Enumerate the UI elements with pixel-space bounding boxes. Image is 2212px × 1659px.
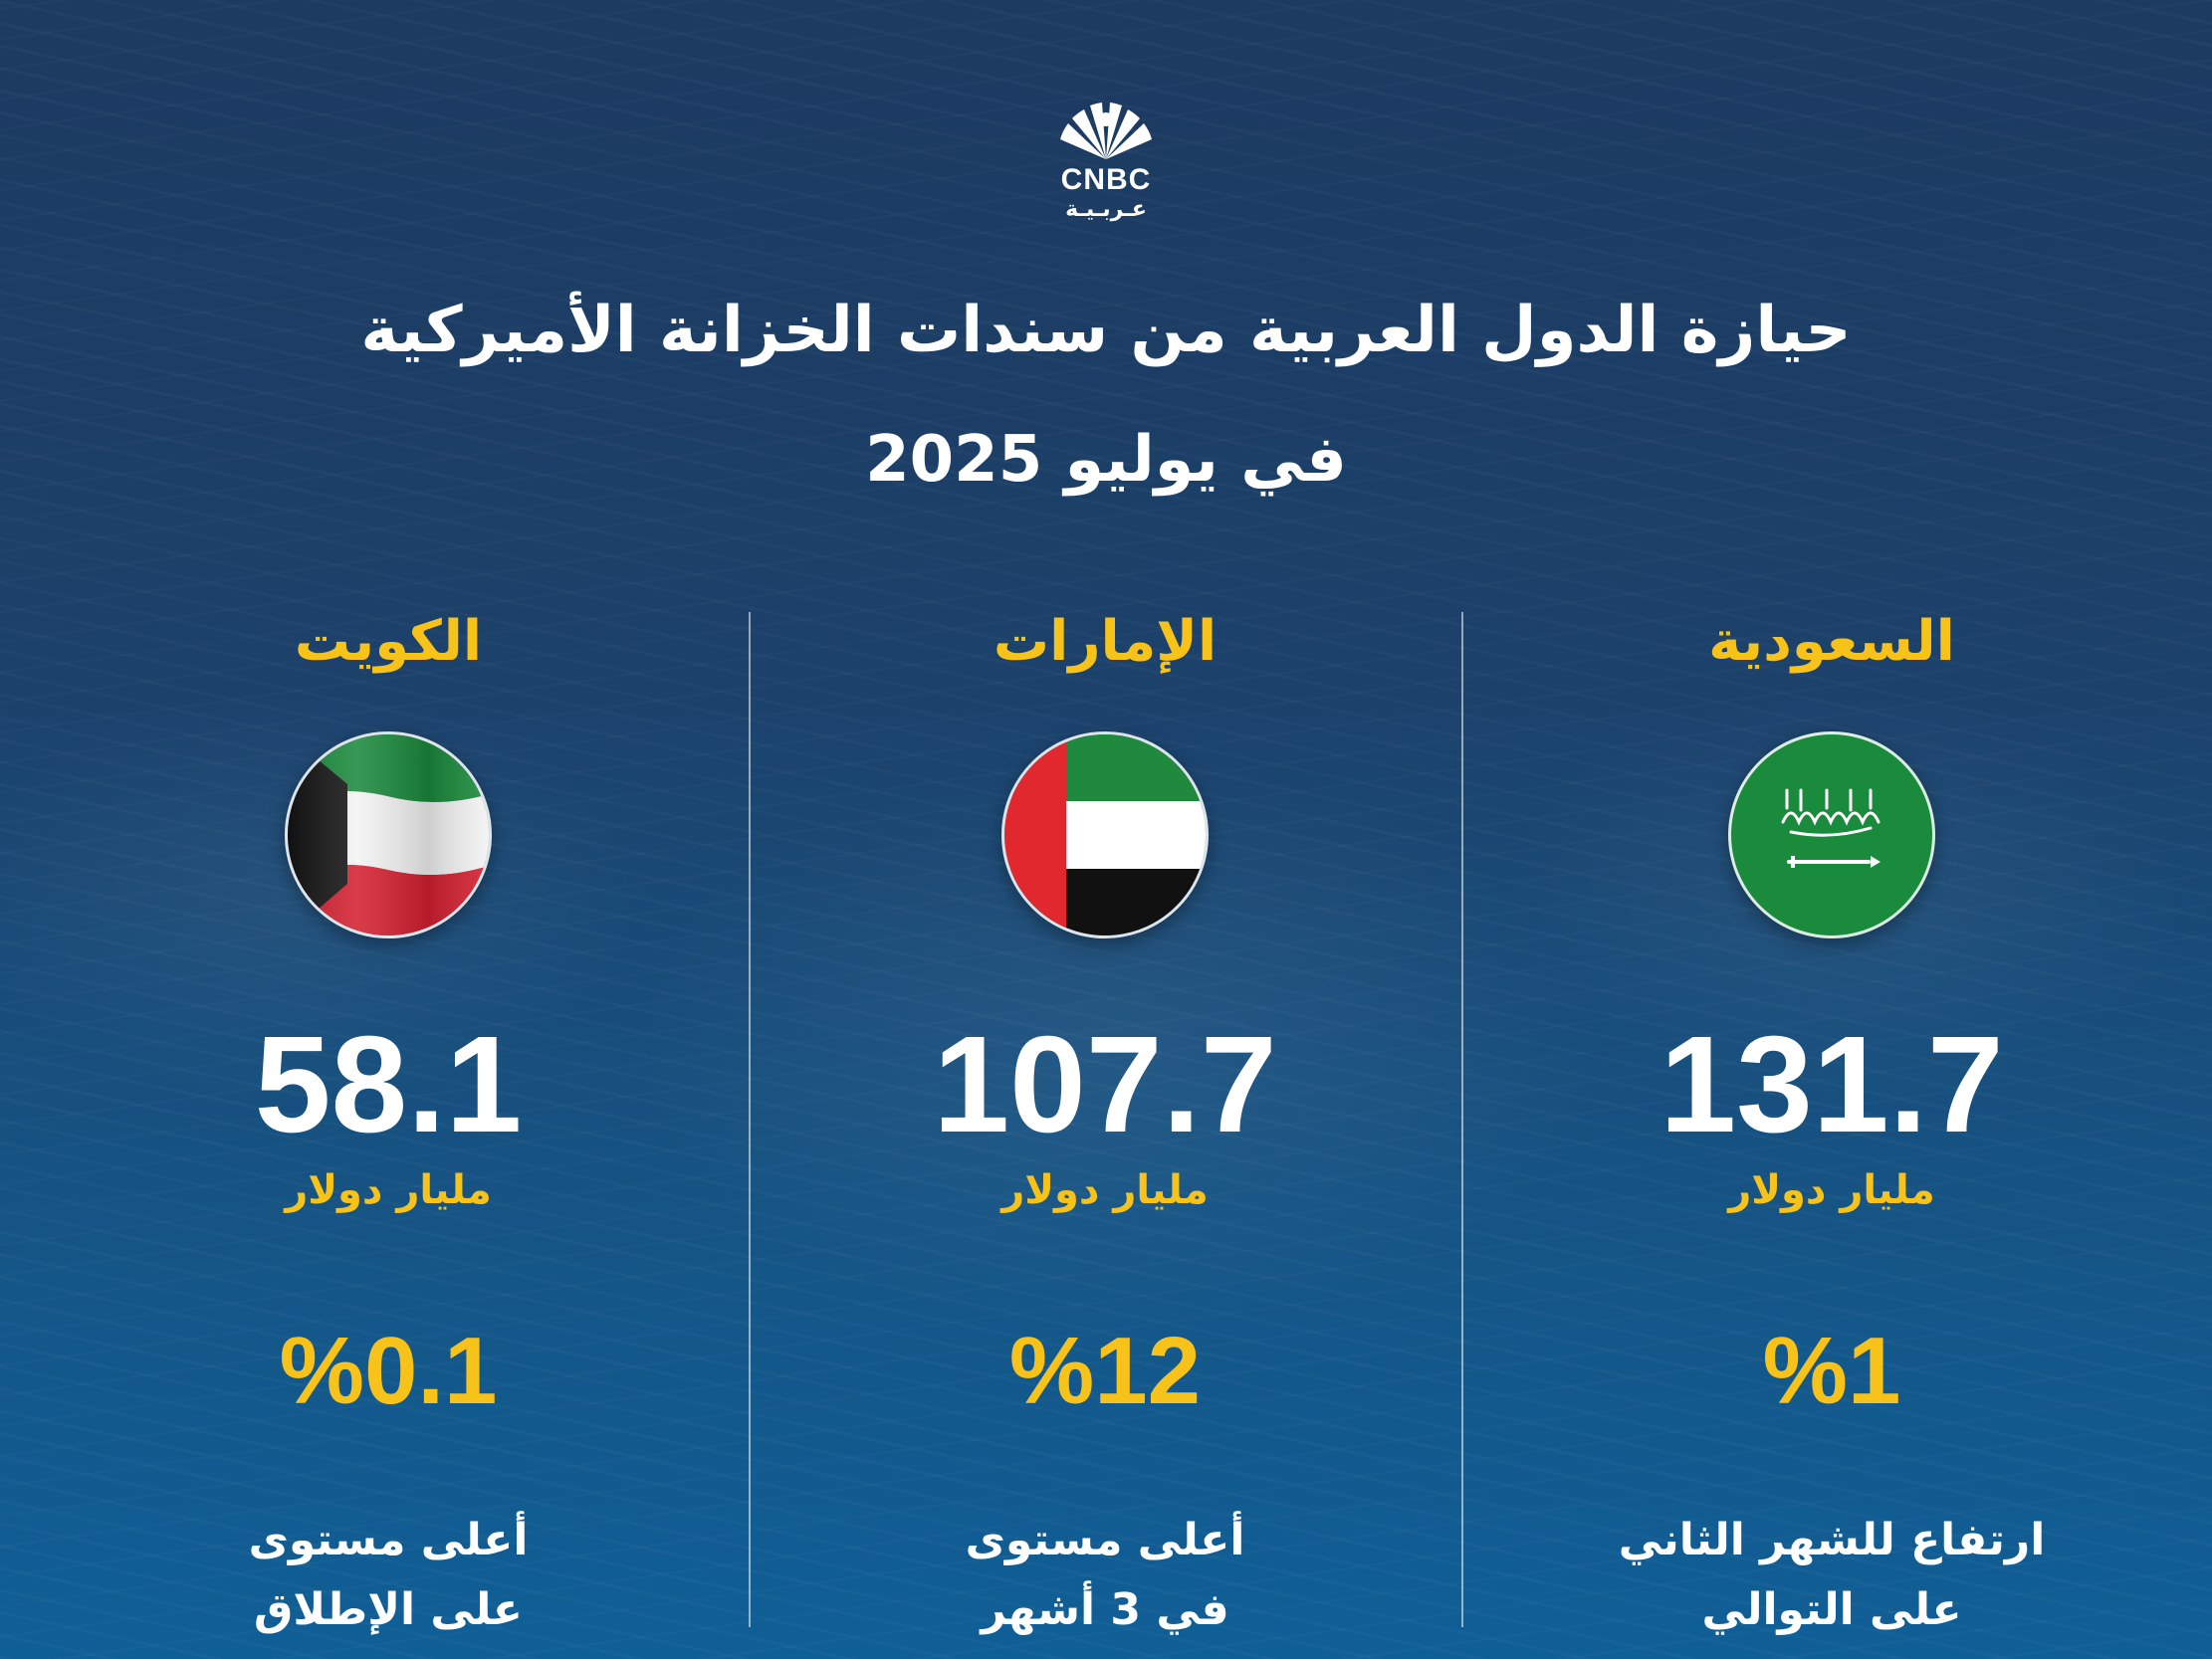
- country-column-kuwait: الكويت 58.1 مليار دولار %0.1 أعلى مستوى …: [80, 602, 697, 1645]
- country-name: السعودية: [1708, 609, 1955, 674]
- peacock-icon: [1060, 103, 1152, 159]
- holding-value: 58.1: [254, 1008, 523, 1161]
- description-line: ارتفاع للشهر الثاني: [1618, 1515, 2046, 1565]
- country-name: الكويت: [294, 609, 483, 674]
- change-percent: %12: [1008, 1318, 1202, 1424]
- logo-wordmark: CNBC: [1060, 163, 1152, 196]
- holding-unit: مليار دولار: [285, 1167, 492, 1213]
- country-column-saudi: السعودية 131.7 مليار دولار %1 ارتفاع للش…: [1523, 602, 2140, 1645]
- holding-unit: مليار دولار: [1001, 1167, 1209, 1213]
- description-line: في 3 أشهر: [981, 1584, 1229, 1635]
- country-column-uae: الإمارات 107.7 مليار دولار %12 أعلى مستو…: [796, 602, 1414, 1645]
- change-description: أعلى مستوى في 3 أشهر: [796, 1506, 1414, 1645]
- description-line: أعلى مستوى: [965, 1515, 1245, 1565]
- logo-arabic: عـربـيـة: [1065, 197, 1147, 222]
- holding-unit: مليار دولار: [1728, 1167, 1935, 1213]
- change-description: ارتفاع للشهر الثاني على التوالي: [1523, 1506, 2140, 1645]
- saudi-flag-icon: [1728, 731, 1935, 938]
- uae-flag-icon: [1001, 731, 1209, 938]
- column-divider: [749, 612, 751, 1627]
- change-percent: %1: [1762, 1318, 1901, 1424]
- change-description: أعلى مستوى على الإطلاق: [80, 1506, 697, 1645]
- description-line: أعلى مستوى: [248, 1515, 529, 1565]
- description-line: على الإطلاق: [254, 1584, 523, 1635]
- holding-value: 131.7: [1659, 1008, 2004, 1161]
- page-title-line2: في يوليو 2025: [865, 423, 1347, 497]
- cnbc-arabia-logo: CNBC عـربـيـة: [1036, 100, 1176, 223]
- description-line: على التوالي: [1701, 1584, 1962, 1635]
- change-percent: %0.1: [279, 1318, 498, 1424]
- country-name: الإمارات: [993, 609, 1217, 674]
- page-title-line1: حيازة الدول العربية من سندات الخزانة الأ…: [360, 294, 1852, 367]
- holding-value: 107.7: [933, 1008, 1277, 1161]
- column-divider: [1461, 612, 1463, 1627]
- kuwait-flag-icon: [285, 731, 492, 938]
